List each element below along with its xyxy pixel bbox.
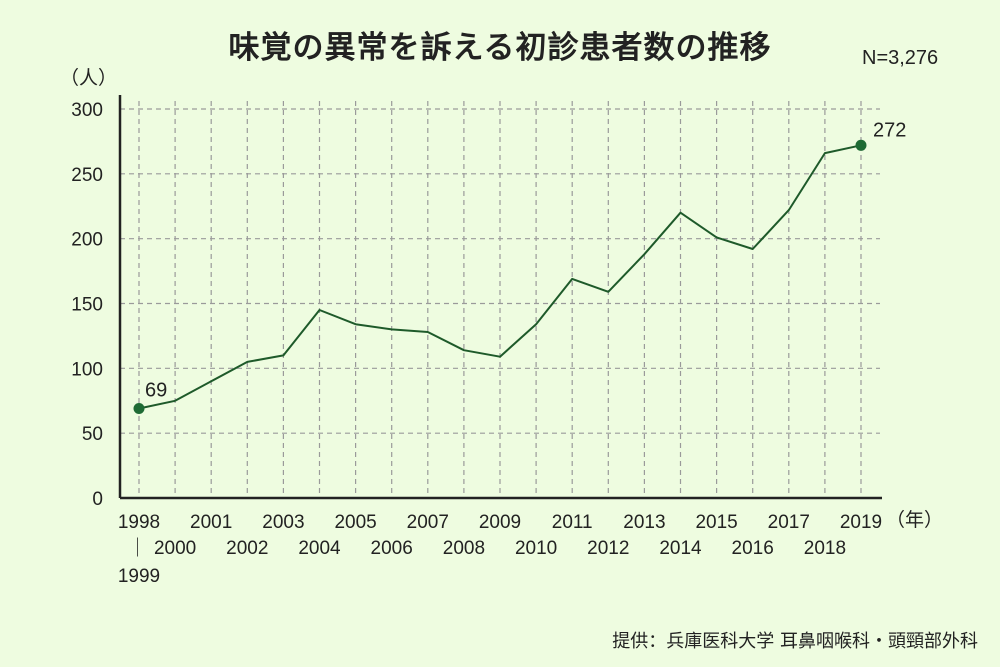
source-credit: 提供：兵庫医科大学 耳鼻咽喉科・頭頸部外科 [612,631,978,652]
y-axis-label: （人） [60,67,117,89]
y-tick-label: 150 [71,295,103,316]
x-tick-label: 2013 [623,512,665,533]
y-tick-labels: 0 50 100 150 200 250 300 [71,100,103,510]
x-tick-label: 2015 [695,512,737,533]
data-point-marker [133,403,145,415]
data-label: 272 [873,119,906,141]
x-tick-label: ｜ [128,537,147,559]
x-tick-label: 1998 [118,512,160,533]
y-tick-label: 50 [82,424,103,445]
x-tick-labels: 1998 ｜ 1999 2000 2001 2002 2003 2004 2005 2006 200… [118,512,882,587]
x-tick-label: 2014 [659,538,702,559]
x-tick-label: 2012 [587,538,629,559]
grid-lines [120,101,880,498]
x-tick-label: 2006 [371,538,413,559]
x-axis-label: （年） [886,509,943,531]
x-tick-label: 1999 [118,566,160,587]
data-markers [133,139,867,415]
x-tick-label: 2005 [334,512,376,533]
x-tick-label: 2010 [515,538,557,559]
sample-size: N=3,276 [862,47,939,69]
data-point-marker [855,139,867,151]
x-tick-label: 2018 [804,538,846,559]
y-tick-label: 300 [71,100,103,121]
x-tick-label: 2000 [154,538,196,559]
chart-title: 味覚の異常を訴える初診患者数の推移 [228,30,772,66]
x-tick-label: 2002 [226,538,268,559]
x-tick-label: 2009 [479,512,521,533]
y-tick-label: 0 [92,489,103,510]
y-tick-label: 200 [71,230,103,251]
x-tick-label: 2001 [190,512,232,533]
y-tick-label: 100 [71,359,103,380]
x-tick-label: 2011 [552,512,593,533]
series-line [138,144,862,410]
y-tick-label: 250 [71,165,103,186]
x-tick-label: 2007 [407,512,449,533]
axes [118,95,882,500]
x-tick-label: 2019 [840,512,882,533]
x-tick-label: 2008 [443,538,485,559]
data-labels: 69 272 [145,119,906,401]
x-tick-label: 2003 [262,512,304,533]
x-tick-label: 2004 [298,538,341,559]
data-label: 69 [145,380,167,402]
series-polyline [138,144,862,410]
x-tick-label: 2017 [768,512,810,533]
x-tick-label: 2016 [732,538,774,559]
